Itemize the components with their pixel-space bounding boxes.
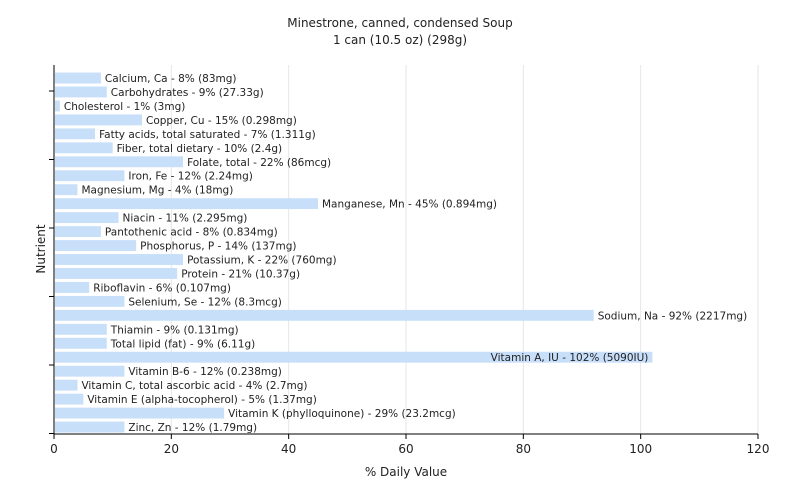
bar: [55, 128, 96, 140]
bar-label: Riboflavin - 6% (0.107mg): [93, 282, 231, 294]
x-tick-label: 20: [164, 442, 179, 456]
bar-label: Zinc, Zn - 12% (1.79mg): [128, 422, 257, 434]
bar-label: Phosphorus, P - 14% (137mg): [140, 241, 296, 253]
bar: [55, 114, 142, 126]
bar-label: Niacin - 11% (2.295mg): [123, 213, 248, 225]
bar-label: Manganese, Mn - 45% (0.894mg): [322, 199, 497, 211]
bar: [55, 212, 119, 224]
bar: [55, 295, 125, 307]
x-tick-label: 0: [50, 442, 58, 456]
bar: [55, 337, 107, 349]
bar: [55, 226, 101, 238]
bars: [55, 72, 653, 433]
x-tick-label: 60: [398, 442, 413, 456]
bar: [55, 323, 107, 335]
bar: [55, 281, 90, 293]
bar: [55, 309, 594, 321]
x-tick-label: 100: [629, 442, 652, 456]
bar-label: Selenium, Se - 12% (8.3mcg): [128, 296, 281, 308]
bar: [55, 100, 60, 112]
bar-label: Total lipid (fat) - 9% (6.11g): [110, 338, 255, 350]
bar-label: Carbohydrates - 9% (27.33g): [111, 87, 264, 99]
chart-title: Minestrone, canned, condensed Soup: [287, 16, 512, 30]
bar-label: Potassium, K - 22% (760mg): [187, 255, 337, 267]
bar-label: Copper, Cu - 15% (0.298mg): [146, 115, 297, 127]
bar-label: Vitamin A, IU - 102% (5090IU): [491, 352, 649, 364]
bar: [55, 393, 84, 405]
bar: [55, 407, 225, 419]
bar: [55, 365, 125, 377]
bar-label: Fatty acids, total saturated - 7% (1.311…: [99, 129, 316, 141]
bar-label: Sodium, Na - 92% (2217mg): [598, 310, 747, 322]
bar-label: Folate, total - 22% (86mcg): [187, 157, 331, 169]
bar: [55, 421, 125, 433]
bar: [55, 72, 101, 84]
bar: [55, 268, 178, 279]
bar: [55, 170, 125, 182]
bar-label: Iron, Fe - 12% (2.24mg): [128, 171, 252, 183]
bar-label: Protein - 21% (10.37g): [181, 268, 300, 280]
bar: [55, 86, 107, 98]
bar-labels: Calcium, Ca - 8% (83mg) Carbohydrates - 9…: [64, 73, 747, 434]
bar-label: Vitamin K (phylloquinone) - 29% (23.2mcg…: [228, 408, 456, 420]
bar-label: Fiber, total dietary - 10% (2.4g): [117, 143, 282, 155]
x-axis-label: % Daily Value: [365, 465, 447, 479]
bar-label: Calcium, Ca - 8% (83mg): [105, 73, 237, 85]
grid-lines: [170, 65, 759, 434]
x-tick-label: 120: [747, 442, 770, 456]
bar: [55, 156, 184, 168]
bar-label: Vitamin E (alpha-tocopherol) - 5% (1.37m…: [87, 394, 317, 406]
x-tick-label: 40: [281, 442, 296, 456]
bar: [55, 254, 184, 265]
bar-label: Vitamin B-6 - 12% (0.238mg): [128, 366, 282, 378]
bar: [55, 184, 78, 196]
bar: [55, 351, 653, 363]
y-axis-ticks: [49, 90, 54, 434]
chart-subtitle: 1 can (10.5 oz) (298g): [333, 33, 467, 47]
x-axis-ticks: 0 20 40 60 80 100 120: [50, 434, 769, 456]
bar-label: Magnesium, Mg - 4% (18mg): [81, 185, 233, 197]
bar-label: Vitamin C, total ascorbic acid - 4% (2.7…: [81, 380, 307, 392]
bar: [55, 198, 318, 210]
bar-label: Cholesterol - 1% (3mg): [64, 101, 186, 113]
bar: [55, 142, 113, 154]
bar-label: Pantothenic acid - 8% (0.834mg): [105, 227, 278, 239]
x-tick-label: 80: [516, 442, 531, 456]
bar: [55, 240, 137, 251]
y-axis-label: Nutrient: [34, 224, 48, 274]
bar: [55, 379, 78, 391]
bar-label: Thiamin - 9% (0.131mg): [110, 324, 239, 336]
